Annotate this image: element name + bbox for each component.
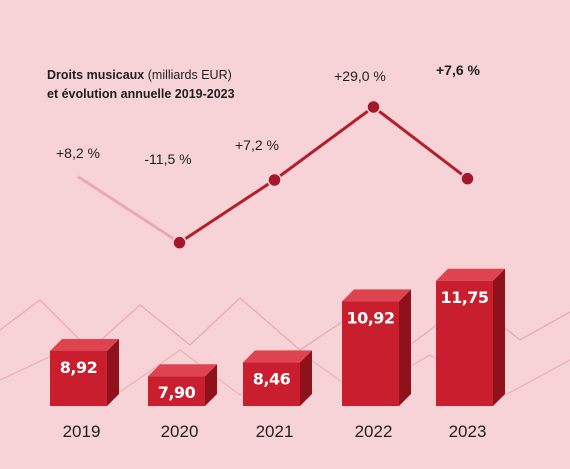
growth-line-segment <box>77 175 181 244</box>
bar-top <box>148 364 217 377</box>
growth-marker <box>172 235 187 250</box>
bar-side <box>107 338 119 406</box>
bar-top <box>243 350 312 363</box>
growth-marker <box>366 99 381 115</box>
bar-side <box>399 289 411 406</box>
bar <box>342 301 399 406</box>
bar <box>436 280 493 406</box>
growth-line-layer <box>77 99 475 250</box>
chart-title-bold: Droits musicaux <box>47 68 145 82</box>
growth-line-segment <box>178 178 276 244</box>
x-tick-label: 2019 <box>63 422 101 441</box>
growth-marker <box>460 171 475 186</box>
bar <box>50 350 107 406</box>
x-tick-label: 2022 <box>355 422 393 441</box>
bars-layer <box>50 268 505 406</box>
chart-title-line1: Droits musicaux (milliards EUR) <box>47 66 235 85</box>
x-tick-label: 2023 <box>449 422 487 441</box>
x-tick-label: 2021 <box>256 422 294 441</box>
bar-value-label: 7,90 <box>158 383 196 402</box>
bar-side <box>205 364 217 406</box>
growth-label: -11,5 % <box>144 151 191 167</box>
bar-side <box>493 268 505 406</box>
growth-label: +29,0 % <box>334 68 386 84</box>
chart-title-subtitle: et évolution annuelle 2019-2023 <box>47 87 235 101</box>
growth-line-segment <box>372 105 469 180</box>
growth-line-segment <box>273 105 375 182</box>
bar <box>243 362 300 406</box>
bar-value-label: 8,46 <box>253 369 291 388</box>
chart-title-unit: (milliards EUR) <box>144 68 232 82</box>
bar-top <box>342 289 411 302</box>
growth-label: +7,2 % <box>235 137 279 153</box>
bar-value-label: 8,92 <box>60 358 97 377</box>
labels-layer: 8,92 2019 7,90 2020 8,46 2021 10,92 2022 11,75 20… <box>56 62 489 441</box>
growth-label: +7,6 % <box>436 62 481 78</box>
bar-value-label: 10,92 <box>346 308 394 327</box>
bar-top <box>436 268 505 281</box>
bar-value-label: 11,75 <box>440 288 488 307</box>
growth-label: +8,2 % <box>56 145 100 161</box>
x-tick-label: 2020 <box>161 422 199 441</box>
chart-title-line2: et évolution annuelle 2019-2023 <box>47 85 235 104</box>
bar <box>148 376 205 406</box>
growth-marker <box>267 172 282 188</box>
chart-title: Droits musicaux (milliards EUR) et évolu… <box>47 66 235 104</box>
bar-top <box>50 338 119 351</box>
bar-side <box>300 350 312 406</box>
